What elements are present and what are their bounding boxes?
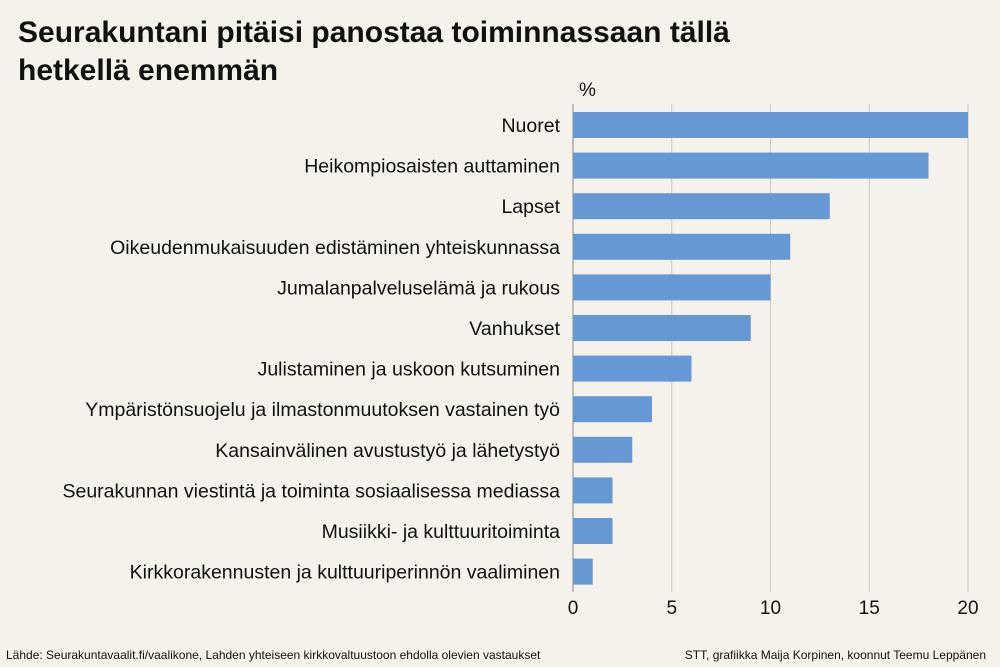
category-label: Oikeudenmukaisuuden edistäminen yhteisku… xyxy=(110,237,560,259)
category-label: Seurakunnan viestintä ja toiminta sosiaa… xyxy=(62,480,560,502)
bar xyxy=(573,193,830,220)
category-label: Kansainvälinen avustustyö ja lähetystyö xyxy=(215,440,560,462)
bar xyxy=(573,436,633,463)
bar xyxy=(573,233,791,260)
category-label: Musiikki- ja kulttuuritoiminta xyxy=(322,521,561,543)
category-labels: Nuoret Heikompiosaisten auttaminen Lapset O… xyxy=(62,115,560,584)
category-label: Vanhukset xyxy=(469,318,560,340)
x-tick-label: 20 xyxy=(957,598,978,619)
x-tick-label: 10 xyxy=(760,598,781,619)
bar xyxy=(573,477,613,504)
bar xyxy=(573,112,968,138)
x-tick-label: 5 xyxy=(666,598,677,619)
bar xyxy=(573,152,929,179)
category-label: Julistaminen ja uskoon kutsuminen xyxy=(258,359,560,381)
bar xyxy=(573,518,613,544)
x-tick-label: 15 xyxy=(859,598,880,619)
bar xyxy=(573,396,652,423)
bar xyxy=(573,315,751,341)
source-note: Lähde: Seurakuntavaalit.fi/vaalikone, La… xyxy=(6,648,541,662)
x-tick-label: 0 xyxy=(568,598,579,619)
category-label: Jumalanpalveluselämä ja rukous xyxy=(277,277,560,299)
gridlines xyxy=(572,104,969,592)
category-label: Nuoret xyxy=(501,115,560,137)
unit-label: % xyxy=(579,80,596,101)
x-tick-labels: 0 5 10 15 20 xyxy=(568,598,979,619)
bars xyxy=(573,112,968,585)
bar xyxy=(573,274,771,301)
category-label: Heikompiosaisten auttaminen xyxy=(304,156,560,178)
credit-note: STT, grafiikka Maija Korpinen, koonnut T… xyxy=(684,648,986,662)
category-label: Ympäristönsuojelu ja ilmastonmuutoksen v… xyxy=(85,399,560,421)
bar xyxy=(573,355,692,382)
category-label: Lapset xyxy=(501,196,560,218)
bar xyxy=(573,558,593,585)
category-label: Kirkkorakennusten ja kulttuuriperinnön v… xyxy=(130,562,560,584)
chart-title: Seurakuntani pitäisi panostaa toiminnass… xyxy=(18,16,730,87)
